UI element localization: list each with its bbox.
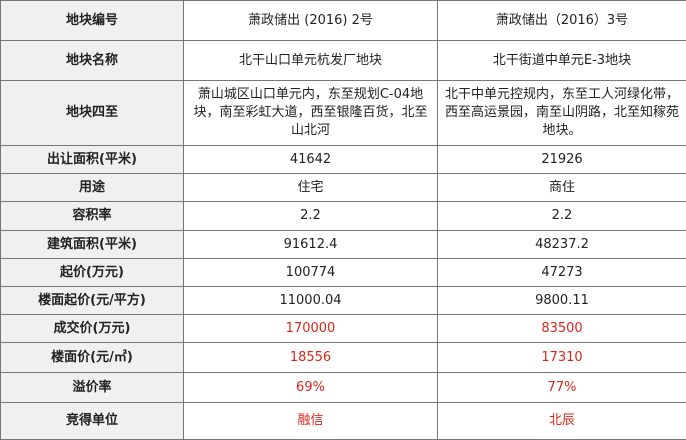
row-label: 竞得单位	[0, 402, 184, 440]
cell-value: 北干山口单元杭发厂地块	[183, 40, 438, 81]
row-label: 起价(万元)	[0, 258, 184, 287]
cell-value: 17310	[437, 342, 686, 373]
cell-value: 融信	[183, 402, 438, 440]
cell-value: 住宅	[183, 173, 438, 202]
table-row: 成交价(万元) 170000 83500	[0, 314, 686, 343]
row-label: 地块名称	[0, 40, 184, 81]
cell-value: 47273	[437, 258, 686, 287]
table-row: 起价(万元) 100774 47273	[0, 258, 686, 287]
table-row: 楼面价(元/㎡) 18556 17310	[0, 342, 686, 373]
cell-value: 170000	[183, 314, 438, 343]
row-label: 出让面积(平米)	[0, 145, 184, 174]
cell-value: 萧政储出 (2016) 2号	[183, 0, 438, 41]
row-label: 容积率	[0, 201, 184, 231]
cell-value: 41642	[183, 145, 438, 174]
table-row: 容积率 2.2 2.2	[0, 201, 686, 231]
cell-value: 48237.2	[437, 230, 686, 259]
table-row: 建筑面积(平米) 91612.4 48237.2	[0, 230, 686, 259]
row-label: 地块四至	[0, 80, 184, 146]
table-row: 用途 住宅 商住	[0, 173, 686, 202]
table-row: 地块四至 萧山城区山口单元内，东至规划C-04地块，南至彩虹大道，西至银隆百货，北…	[0, 80, 686, 146]
table-row: 地块名称 北干山口单元杭发厂地块 北干街道中单元E-3地块	[0, 40, 686, 81]
row-label: 楼面价(元/㎡)	[0, 342, 184, 373]
row-label: 成交价(万元)	[0, 314, 184, 343]
cell-value: 萧政储出（2016）3号	[437, 0, 686, 41]
cell-value: 91612.4	[183, 230, 438, 259]
cell-value: 100774	[183, 258, 438, 287]
cell-value: 77%	[437, 372, 686, 403]
cell-value: 11000.04	[183, 286, 438, 315]
cell-value: 83500	[437, 314, 686, 343]
cell-value: 21926	[437, 145, 686, 174]
table-row: 楼面起价(元/平方) 11000.04 9800.11	[0, 286, 686, 315]
table-row: 竞得单位 融信 北辰	[0, 402, 686, 440]
cell-value: 商住	[437, 173, 686, 202]
row-label: 楼面起价(元/平方)	[0, 286, 184, 315]
table-row: 溢价率 69% 77%	[0, 372, 686, 403]
table-row: 出让面积(平米) 41642 21926	[0, 145, 686, 174]
row-label: 用途	[0, 173, 184, 202]
cell-value: 北干街道中单元E-3地块	[437, 40, 686, 81]
row-label: 建筑面积(平米)	[0, 230, 184, 259]
row-label: 地块编号	[0, 0, 184, 41]
row-label: 溢价率	[0, 372, 184, 403]
cell-value: 69%	[183, 372, 438, 403]
cell-value: 2.2	[183, 201, 438, 231]
cell-value: 9800.11	[437, 286, 686, 315]
table-row: 地块编号 萧政储出 (2016) 2号 萧政储出（2016）3号	[0, 0, 686, 41]
cell-value: 北干中单元控规内，东至工人河绿化带，西至高运景园，南至山阴路，北至知稼苑地块。	[437, 80, 686, 146]
cell-value: 萧山城区山口单元内，东至规划C-04地块，南至彩虹大道，西至银隆百货，北至山北河	[183, 80, 438, 146]
cell-value: 2.2	[437, 201, 686, 231]
cell-value: 18556	[183, 342, 438, 373]
cell-value: 北辰	[437, 402, 686, 440]
